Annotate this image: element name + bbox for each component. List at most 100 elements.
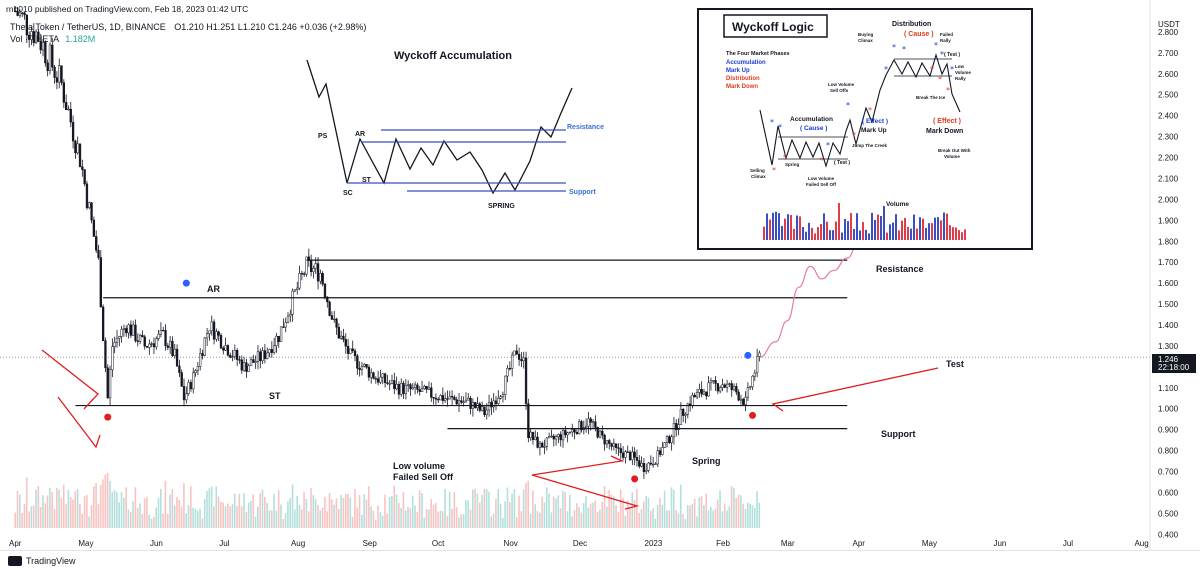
candle-body-66 — [166, 345, 169, 348]
volume-bar-259 — [612, 496, 615, 528]
candle-body-75 — [187, 382, 190, 394]
volume-bar-221 — [525, 482, 527, 528]
candle-body-128 — [309, 260, 313, 272]
ar-label: AR — [207, 284, 220, 294]
candle-body-132 — [319, 273, 322, 282]
candle-body-189 — [450, 396, 454, 398]
volume-bar-99 — [243, 493, 245, 528]
volume-bar-182 — [435, 502, 437, 528]
volume-bar-253 — [599, 509, 601, 528]
candle-body-98 — [240, 359, 243, 371]
candle-body-178 — [425, 385, 428, 390]
logic-markup: Mark Up — [861, 127, 887, 134]
volume-bar-236 — [559, 508, 562, 528]
volume-legend[interactable]: Vol · THETA 1.182M — [10, 34, 95, 44]
candle-body-250 — [591, 421, 595, 423]
volume-bar-70 — [176, 497, 178, 528]
candle-body-187 — [446, 398, 449, 400]
volume-bar-72 — [180, 506, 183, 528]
volume-bar-177 — [423, 517, 426, 528]
candle-body-86 — [212, 321, 216, 340]
volume-bar-114 — [277, 490, 280, 528]
candle-body-279 — [658, 450, 662, 455]
candle-body-233 — [552, 435, 555, 440]
volume-bar-158 — [379, 512, 382, 528]
volume-bar-312 — [735, 497, 738, 528]
candle-body-160 — [383, 373, 387, 383]
volume-bar-117 — [284, 513, 287, 528]
candle-body-57 — [145, 345, 149, 348]
volume-bar-305 — [719, 490, 721, 528]
price-tick-11: 1.500 — [1158, 300, 1179, 309]
logic-volume-bar-65 — [958, 230, 960, 240]
volume-bar-108 — [263, 496, 266, 528]
candle-body-148 — [356, 355, 359, 369]
volume-bar-239 — [566, 511, 569, 528]
logic-phase-distribution: Distribution — [726, 76, 760, 82]
symbol-line[interactable]: Theta Token / TetherUS, 1D, BINANCE O1.2… — [10, 22, 366, 32]
logic-volume-bar-57 — [934, 217, 936, 240]
volume-bar-86 — [213, 506, 215, 528]
inset-acc-support: Support — [569, 189, 596, 196]
red-marker-1 — [104, 413, 112, 421]
candle-body-92 — [226, 345, 230, 356]
time-tick-2: Jun — [150, 539, 163, 548]
candle-body-259 — [612, 443, 616, 447]
candle-body-116 — [282, 326, 285, 328]
price-tick-18: 2.200 — [1158, 154, 1179, 163]
volume-bar-135 — [326, 511, 328, 528]
logic-volume-bar-45 — [898, 230, 900, 240]
candle-body-173 — [413, 384, 417, 388]
sc-arrow-lower — [57, 396, 101, 449]
price-tick-22: 2.600 — [1158, 70, 1179, 79]
volume-bar-29 — [81, 513, 84, 528]
volume-bar-88 — [217, 496, 220, 528]
volume-bar-275 — [649, 510, 652, 528]
volume-bar-92 — [227, 503, 229, 528]
ohlc-values: O1.210 H1.251 L1.210 C1.246 +0.036 (+2.9… — [174, 22, 367, 32]
price-tick-6: 1.000 — [1158, 405, 1179, 414]
candle-body-137 — [330, 315, 334, 320]
symbol-name[interactable]: Theta Token / TetherUS, 1D, BINANCE — [10, 22, 166, 32]
candle-body-185 — [441, 395, 444, 401]
volume-bar-47 — [123, 497, 125, 528]
volume-bar-43 — [113, 489, 116, 528]
volume-bar-230 — [545, 487, 548, 528]
volume-bar-321 — [756, 491, 758, 528]
volume-bar-198 — [471, 489, 474, 528]
volume-bar-168 — [402, 491, 405, 528]
logic-volume-bar-40 — [883, 205, 885, 240]
candle-body-112 — [272, 345, 276, 353]
candle-body-36 — [97, 249, 100, 258]
tradingview-logo-icon[interactable] — [8, 556, 22, 566]
time-axis[interactable]: Apr May Jun Jul Aug Sep Oct Nov Dec 2023 Feb Mar Apr… — [9, 539, 1149, 548]
volume-bar-84 — [208, 488, 211, 528]
volume-bar-128 — [310, 488, 312, 528]
volume-bar-219 — [520, 511, 523, 528]
candle-body-209 — [497, 398, 500, 405]
candle-body-276 — [651, 463, 655, 466]
time-tick-0: Apr — [9, 539, 22, 548]
candle-body-141 — [340, 335, 343, 339]
candle-body-69 — [173, 348, 176, 357]
logic-volume-bar-41 — [886, 232, 888, 240]
logic-volume-bar-53 — [922, 218, 924, 240]
volume-bar-284 — [670, 487, 673, 528]
volume-bar-267 — [631, 492, 634, 528]
logic-star-12: * — [934, 41, 938, 50]
volume-bar-76 — [190, 486, 192, 528]
publisher-line: rnb010 published on TradingView.com, Feb… — [6, 4, 249, 14]
footer-brand[interactable]: TradingView — [26, 556, 76, 566]
candle-body-159 — [381, 373, 384, 378]
time-tick-9: 2023 — [645, 539, 663, 548]
logic-volume-bar-60 — [943, 212, 945, 240]
price-axis[interactable]: USDT 0.400 0.500 0.600 0.700 0.800 0.900 1.000… — [1149, 0, 1196, 550]
logic-star-9: * — [884, 65, 888, 74]
volume-bar-24 — [69, 497, 72, 528]
volume-bar-186 — [444, 488, 446, 528]
logic-volume-bar-62 — [949, 225, 951, 240]
volume-bar-156 — [374, 519, 377, 528]
price-tick-15: 1.900 — [1158, 216, 1179, 225]
candle-body-234 — [554, 436, 558, 440]
